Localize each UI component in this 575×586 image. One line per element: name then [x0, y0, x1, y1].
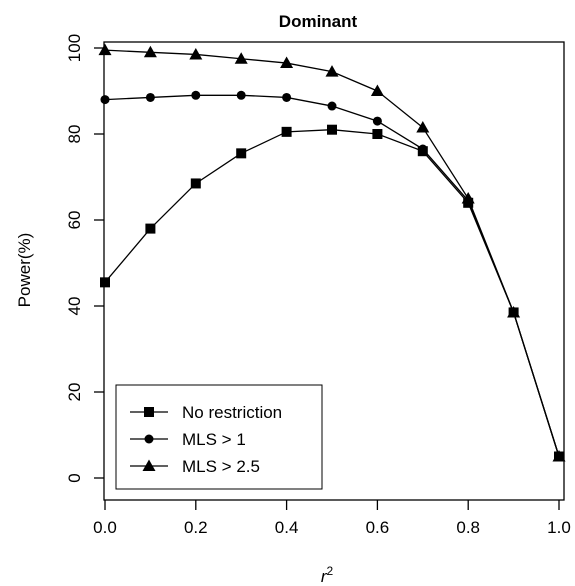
series-layer — [98, 43, 566, 462]
y-tick-label: 0 — [65, 473, 84, 482]
data-point-circle — [327, 101, 337, 111]
x-axis-label-superscript: 2 — [326, 564, 333, 578]
legend-label: MLS > 2.5 — [182, 457, 260, 476]
data-point-triangle — [370, 84, 384, 96]
legend-marker-square — [144, 407, 154, 417]
data-point-square — [281, 126, 292, 137]
y-tick-label: 60 — [65, 211, 84, 230]
legend-label: MLS > 1 — [182, 430, 246, 449]
x-tick-label: 0.4 — [275, 518, 299, 537]
legend: No restriction MLS > 1 MLS > 2.5 — [115, 384, 323, 490]
legend-marker-circle — [144, 434, 154, 444]
legend-label: No restriction — [182, 403, 282, 422]
data-point-circle — [100, 95, 110, 105]
data-point-square — [327, 124, 337, 135]
data-point-square — [236, 148, 247, 159]
data-point-triangle — [280, 56, 294, 69]
chart-title: Dominant — [279, 12, 358, 31]
x-axis-label-base: r — [321, 567, 328, 586]
data-point-triangle — [507, 305, 521, 318]
data-point-circle — [418, 144, 428, 154]
plot-frame — [103, 41, 565, 501]
data-point-square — [190, 178, 201, 189]
data-point-triangle — [461, 192, 475, 204]
x-tick-label: 0.2 — [184, 518, 208, 537]
data-point-circle — [282, 92, 292, 102]
data-point-circle — [191, 90, 201, 100]
data-point-triangle — [552, 450, 566, 462]
y-tick-label: 80 — [65, 125, 84, 144]
y-tick-label: 40 — [65, 297, 84, 316]
data-point-circle — [236, 90, 246, 100]
data-point-triangle — [325, 65, 339, 77]
x-tick-label: 0.0 — [93, 518, 117, 537]
data-point-triangle — [98, 43, 112, 56]
data-point-triangle — [416, 121, 430, 133]
x-tick-label: 0.6 — [366, 518, 390, 537]
x-tick-label: 1.0 — [547, 518, 571, 537]
x-axis-label: r2 — [321, 564, 334, 586]
data-point-square — [372, 129, 383, 139]
data-point-circle — [145, 92, 155, 102]
data-point-circle — [372, 116, 382, 126]
series-triangle — [98, 43, 566, 462]
data-point-triangle — [189, 47, 203, 60]
data-point-square — [100, 277, 110, 288]
y-axis: 0 20 40 60 80 100 — [65, 34, 104, 483]
x-axis: 0.0 0.2 0.4 0.6 0.8 1.0 — [93, 500, 571, 537]
legend-marker-triangle — [142, 459, 156, 471]
data-point-square — [145, 223, 156, 234]
y-axis-label: Power(%) — [15, 233, 34, 308]
data-point-triangle — [234, 52, 248, 64]
y-tick-label: 20 — [65, 383, 84, 402]
data-point-triangle — [143, 45, 157, 58]
y-tick-label: 100 — [65, 34, 84, 62]
x-tick-label: 0.8 — [456, 518, 480, 537]
